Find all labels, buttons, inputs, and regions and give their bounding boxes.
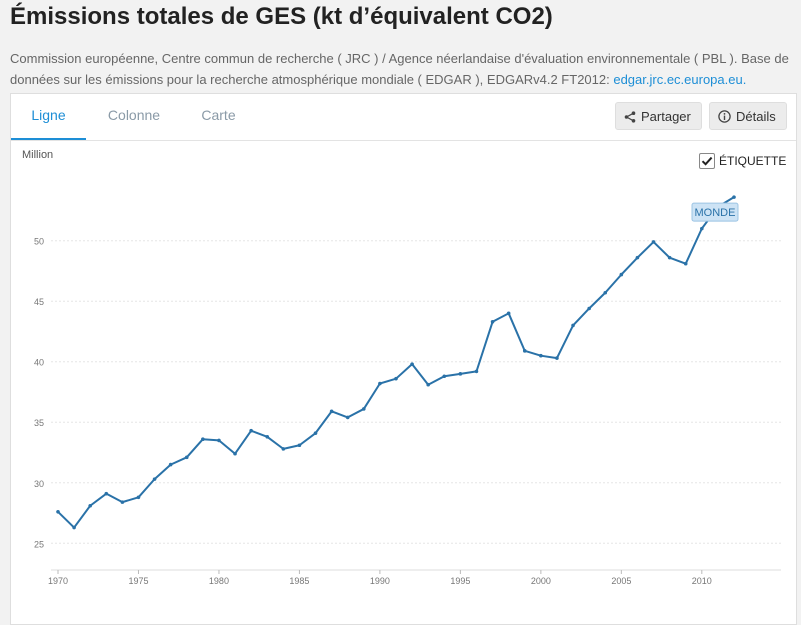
tab-ligne[interactable]: Ligne: [11, 94, 86, 140]
data-point: [522, 349, 527, 353]
page-title: Émissions totales de GES (kt d’équivalen…: [10, 3, 553, 30]
data-point: [394, 376, 398, 381]
data-point: [281, 447, 286, 451]
data-point: [362, 407, 366, 411]
tab-colonne[interactable]: Colonne: [107, 107, 161, 123]
data-point: [72, 525, 76, 530]
x-tick-label: 1975: [128, 576, 148, 586]
data-point: [667, 255, 672, 260]
data-point: [555, 356, 559, 360]
tab-carte[interactable]: Carte: [201, 107, 236, 123]
share-icon: [624, 110, 636, 123]
x-tick-label: 2000: [531, 576, 551, 586]
line-chart: 25 30 35 40 45 50 1970 1975 1980 1985 1990 1995 2000…: [34, 195, 781, 586]
data-point: [651, 240, 656, 244]
x-tick-label: 1970: [48, 576, 68, 586]
data-point: [313, 431, 318, 435]
data-point: [201, 437, 205, 441]
data-point: [442, 374, 447, 379]
data-point: [168, 462, 173, 467]
data-point: [506, 311, 511, 316]
data-point: [152, 477, 157, 481]
y-tick-label: 50: [34, 237, 44, 247]
data-point: [700, 226, 704, 231]
data-point: [136, 495, 141, 500]
data-point: [104, 491, 109, 496]
data-point: [345, 415, 350, 420]
source-link[interactable]: edgar.jrc.ec.europa.eu.: [613, 72, 747, 87]
data-point: [458, 372, 463, 376]
x-tick-label: 2010: [692, 576, 712, 586]
data-point: [539, 353, 543, 358]
series-label: MONDE: [695, 207, 736, 219]
data-point: [587, 306, 591, 311]
data-point: [635, 255, 640, 260]
label-toggle[interactable]: ÉTIQUETTE: [699, 153, 787, 170]
x-tick-label: 1980: [209, 576, 229, 586]
y-tick-label: 30: [34, 479, 44, 489]
source-note: Commission européenne, Centre commun de …: [10, 48, 792, 90]
data-point: [732, 195, 736, 199]
series-label-box: [691, 202, 739, 222]
data-point: [426, 382, 430, 387]
y-axis-label: Million: [22, 149, 54, 161]
data-point: [217, 438, 221, 443]
data-point: [410, 362, 414, 366]
y-tick-label: 25: [34, 539, 44, 549]
y-tick-label: 45: [34, 297, 44, 307]
data-point: [233, 451, 237, 456]
data-point: [571, 323, 575, 328]
data-point: [88, 503, 92, 508]
share-button[interactable]: Partager: [615, 102, 702, 130]
y-tick-label: 35: [34, 418, 44, 428]
x-tick-label: 2005: [611, 576, 631, 586]
chart-panel: Ligne Colonne Carte Partager Détails Mil…: [10, 93, 797, 625]
data-point: [120, 500, 125, 504]
x-tick-label: 1995: [450, 576, 470, 586]
data-point: [378, 381, 382, 386]
data-point: [603, 290, 608, 295]
y-tick-label: 40: [34, 358, 44, 368]
checkbox-icon[interactable]: [699, 153, 715, 169]
data-point: [184, 455, 189, 460]
data-point: [297, 443, 302, 448]
data-point: [56, 510, 60, 514]
data-point: [249, 428, 253, 433]
data-point: [490, 320, 495, 324]
data-point: [265, 434, 270, 439]
label-toggle-text: ÉTIQUETTE: [719, 154, 787, 169]
share-label: Partager: [641, 109, 691, 124]
x-tick-label: 1990: [370, 576, 390, 586]
data-point: [329, 409, 334, 414]
details-button[interactable]: Détails: [709, 102, 787, 130]
info-icon: [718, 110, 731, 123]
x-tick-label: 1985: [289, 576, 309, 586]
view-tabs: Ligne Colonne Carte: [11, 94, 796, 141]
data-point: [683, 261, 688, 266]
details-label: Détails: [736, 109, 776, 124]
series-line-monde: [57, 196, 735, 529]
source-text: Commission européenne, Centre commun de …: [10, 51, 789, 87]
data-point: [474, 369, 479, 374]
data-point: [619, 272, 624, 277]
